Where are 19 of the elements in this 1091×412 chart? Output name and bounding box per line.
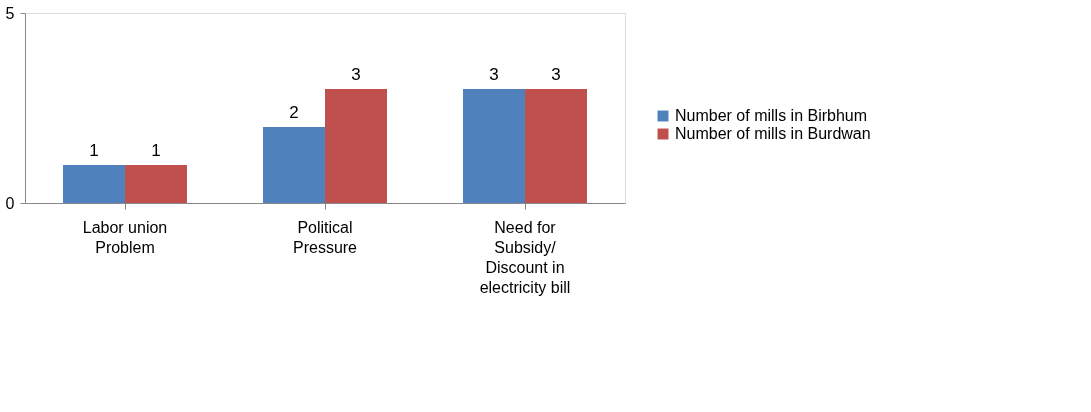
bar: [325, 89, 387, 203]
data-label: 2: [289, 103, 299, 122]
data-label: 3: [489, 65, 499, 84]
bar: [263, 127, 325, 203]
data-label: 3: [551, 65, 561, 84]
data-label: 1: [151, 141, 161, 160]
data-label: 3: [351, 65, 361, 84]
legend-label: Number of mills in Burdwan: [675, 125, 871, 142]
bar: [463, 89, 525, 203]
bar: [125, 165, 187, 203]
y-tick-label: 5: [5, 4, 15, 22]
y-tick-label: 0: [5, 194, 15, 212]
bar: [63, 165, 125, 203]
bar: [525, 89, 587, 203]
x-tick-label: Political Pressure: [292, 218, 358, 256]
x-tick-label: Labor union Problem: [82, 218, 168, 256]
data-label: 1: [89, 141, 99, 160]
x-tick-label: Need for Subsidy/ Discount in electricity bill: [479, 218, 571, 296]
legend-label: Number of mills in Birbhum: [675, 107, 868, 124]
